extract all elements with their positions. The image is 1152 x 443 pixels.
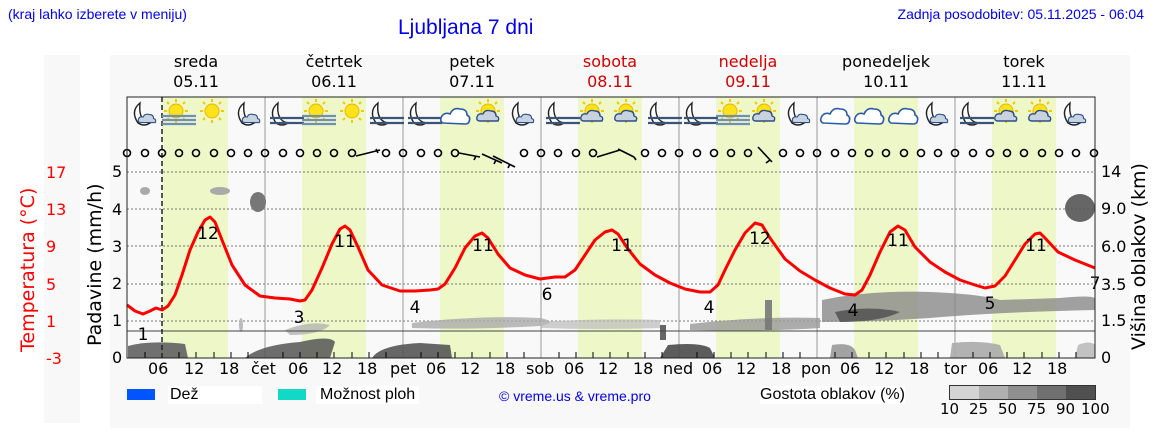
- x-tick: 12: [598, 359, 619, 378]
- x-tick: 18: [495, 359, 516, 378]
- x-tick: pet: [390, 359, 417, 378]
- day-label: petek 07.11: [449, 52, 495, 91]
- x-axis-labels: 06 12 18 čet 06 12 18 pet 06 12 18 sob 0…: [0, 359, 1152, 381]
- temp-tick: 9: [46, 237, 57, 256]
- temp-min-label: 4: [704, 298, 715, 318]
- temp-tick: -3: [46, 349, 62, 368]
- wind-indicators: [122, 146, 1099, 169]
- temp-tick: 13: [46, 200, 67, 219]
- cloud-density-scale: [949, 385, 1096, 400]
- x-tick: 18: [357, 359, 378, 378]
- x-tick: 06: [564, 359, 585, 378]
- cloud-height-tick: 1.5: [1101, 311, 1127, 330]
- x-tick: 06: [978, 359, 999, 378]
- temp-max-label: 11: [334, 232, 356, 252]
- temp-max-label: 12: [749, 229, 771, 249]
- temp-max-label: 11: [611, 236, 633, 256]
- x-tick: 06: [148, 359, 169, 378]
- x-tick: 12: [460, 359, 481, 378]
- x-tick: 06: [288, 359, 309, 378]
- temp-min-label: 1: [138, 325, 149, 345]
- x-tick: sob: [526, 359, 555, 378]
- region-menu-hint[interactable]: (kraj lahko izberete v meniju): [8, 6, 187, 22]
- day-labels: sreda 05.11 četrtek 06.11 petek 07.11 sobot…: [127, 52, 1095, 94]
- showers-legend-label: Možnost ploh: [316, 386, 420, 404]
- x-tick: čet: [251, 359, 276, 378]
- temp-min-label: 4: [410, 298, 421, 318]
- temperature-line: [126, 215, 1096, 316]
- day-label-weekend: sobota 08.11: [582, 52, 638, 91]
- x-tick: 12: [322, 359, 343, 378]
- precip-tick: 0: [112, 348, 123, 367]
- x-tick: tor: [944, 359, 967, 378]
- x-tick: 18: [633, 359, 654, 378]
- day-label: torek 11.11: [1001, 52, 1047, 91]
- cloud-density-high: [140, 187, 1095, 332]
- last-update: Zadnja posodobitev: 05.11.2025 - 06:04: [897, 6, 1144, 22]
- precip-tick: 4: [112, 200, 123, 219]
- cloud-density-label: Gostota oblakov (%): [760, 386, 905, 404]
- cloud-height-tick: 14: [1101, 162, 1122, 181]
- day-label-weekend: nedelja 09.11: [718, 52, 778, 91]
- temp-max-label: 11: [1025, 236, 1047, 256]
- x-tick: 06: [702, 359, 723, 378]
- day-label: četrtek 06.11: [305, 52, 363, 91]
- x-tick: 06: [426, 359, 447, 378]
- page-title: Ljubljana 7 dni: [398, 16, 534, 39]
- x-tick: 18: [219, 359, 240, 378]
- x-tick: 12: [874, 359, 895, 378]
- credit-link[interactable]: © vreme.us & vreme.pro: [499, 388, 651, 404]
- temp-tick: 5: [46, 275, 57, 294]
- precip-tick: 2: [112, 274, 123, 293]
- temp-min-label: 6: [542, 285, 553, 305]
- x-tick: 18: [909, 359, 930, 378]
- temp-max-label: 12: [197, 224, 219, 244]
- temp-tick: 17: [46, 163, 67, 182]
- cloud-height-tick: 0: [1101, 348, 1112, 367]
- day-label: ponedeljek 10.11: [842, 52, 930, 91]
- temp-max-label: 11: [887, 231, 909, 251]
- precip-tick: 5: [112, 162, 123, 181]
- rain-legend-label: Dež: [168, 386, 262, 404]
- temp-min-label: 5: [985, 294, 996, 314]
- day-label: sreda 05.11: [173, 52, 219, 91]
- daytime-bands: [162, 97, 1056, 358]
- cloud-density-low: [128, 291, 1095, 358]
- x-tick: 12: [736, 359, 757, 378]
- x-tick: pon: [801, 359, 832, 378]
- cloud-height-tick: 9.0: [1101, 199, 1127, 218]
- rain-legend-swatch: [127, 389, 155, 400]
- cloud-height-tick: 3.5: [1101, 275, 1127, 294]
- showers-legend-swatch: [278, 389, 306, 400]
- precip-tick: 1: [112, 311, 123, 330]
- x-tick: 06: [840, 359, 861, 378]
- x-tick: 12: [1012, 359, 1033, 378]
- temp-max-label: 11: [472, 236, 494, 256]
- cloud-height-tick: 6.0: [1101, 237, 1127, 256]
- temp-min-label: 4: [848, 301, 859, 321]
- x-tick: ned: [663, 359, 694, 378]
- temp-axis-panel: [44, 55, 80, 423]
- temp-tick: 1: [46, 312, 57, 331]
- temp-min-label: 3: [294, 308, 305, 328]
- x-tick: 12: [184, 359, 205, 378]
- precip-tick: 3: [112, 237, 123, 256]
- x-tick: 18: [771, 359, 792, 378]
- x-tick: 18: [1047, 359, 1068, 378]
